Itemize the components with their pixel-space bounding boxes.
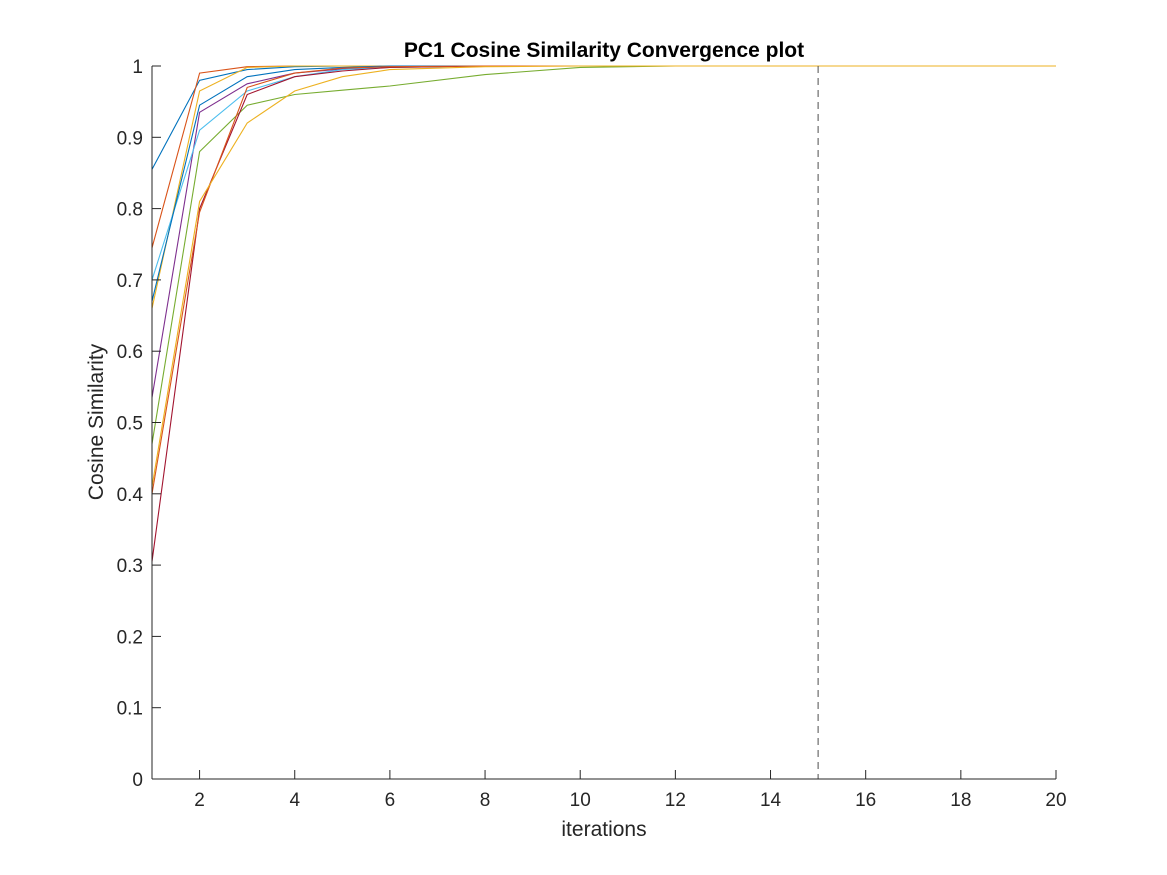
x-axis-ticks: 2 4 6 8 10 12 14 16 18 20: [194, 770, 1067, 811]
y-tick-label: 0: [132, 770, 143, 791]
x-tick-label: 6: [385, 790, 396, 811]
y-tick-label: 0.7: [117, 271, 143, 292]
x-tick-label: 4: [289, 790, 300, 811]
y-tick-label: 1: [132, 57, 143, 78]
series-line-10: [151, 65, 1056, 487]
y-tick-label: 0.6: [117, 342, 143, 363]
x-tick-label: 2: [194, 790, 205, 811]
x-tick-label: 16: [855, 790, 876, 811]
y-tick-label: 0.8: [117, 200, 143, 221]
y-axis-label: Cosine Similarity: [85, 343, 108, 500]
x-tick-label: 18: [950, 790, 971, 811]
y-tick-label: 0.9: [117, 128, 143, 149]
x-tick-label: 12: [665, 790, 686, 811]
series-lines: [151, 65, 1056, 562]
x-tick-label: 14: [760, 790, 782, 811]
x-tick-label: 8: [480, 790, 491, 811]
y-tick-label: 0.4: [117, 485, 144, 506]
y-tick-label: 0.2: [117, 627, 143, 648]
y-tick-label: 0.1: [117, 699, 143, 720]
y-tick-label: 0.3: [117, 556, 143, 577]
x-axis-label: iterations: [561, 818, 646, 841]
x-tick-label: 20: [1045, 790, 1066, 811]
x-tick-label: 10: [570, 790, 591, 811]
chart-title: PC1 Cosine Similarity Convergence plot: [404, 39, 804, 62]
y-tick-label: 0.5: [117, 414, 143, 435]
y-axis-ticks: 0 0.1 0.2 0.3 0.4 0.5 0.6 0.7 0.8 0.9 1: [117, 57, 161, 791]
